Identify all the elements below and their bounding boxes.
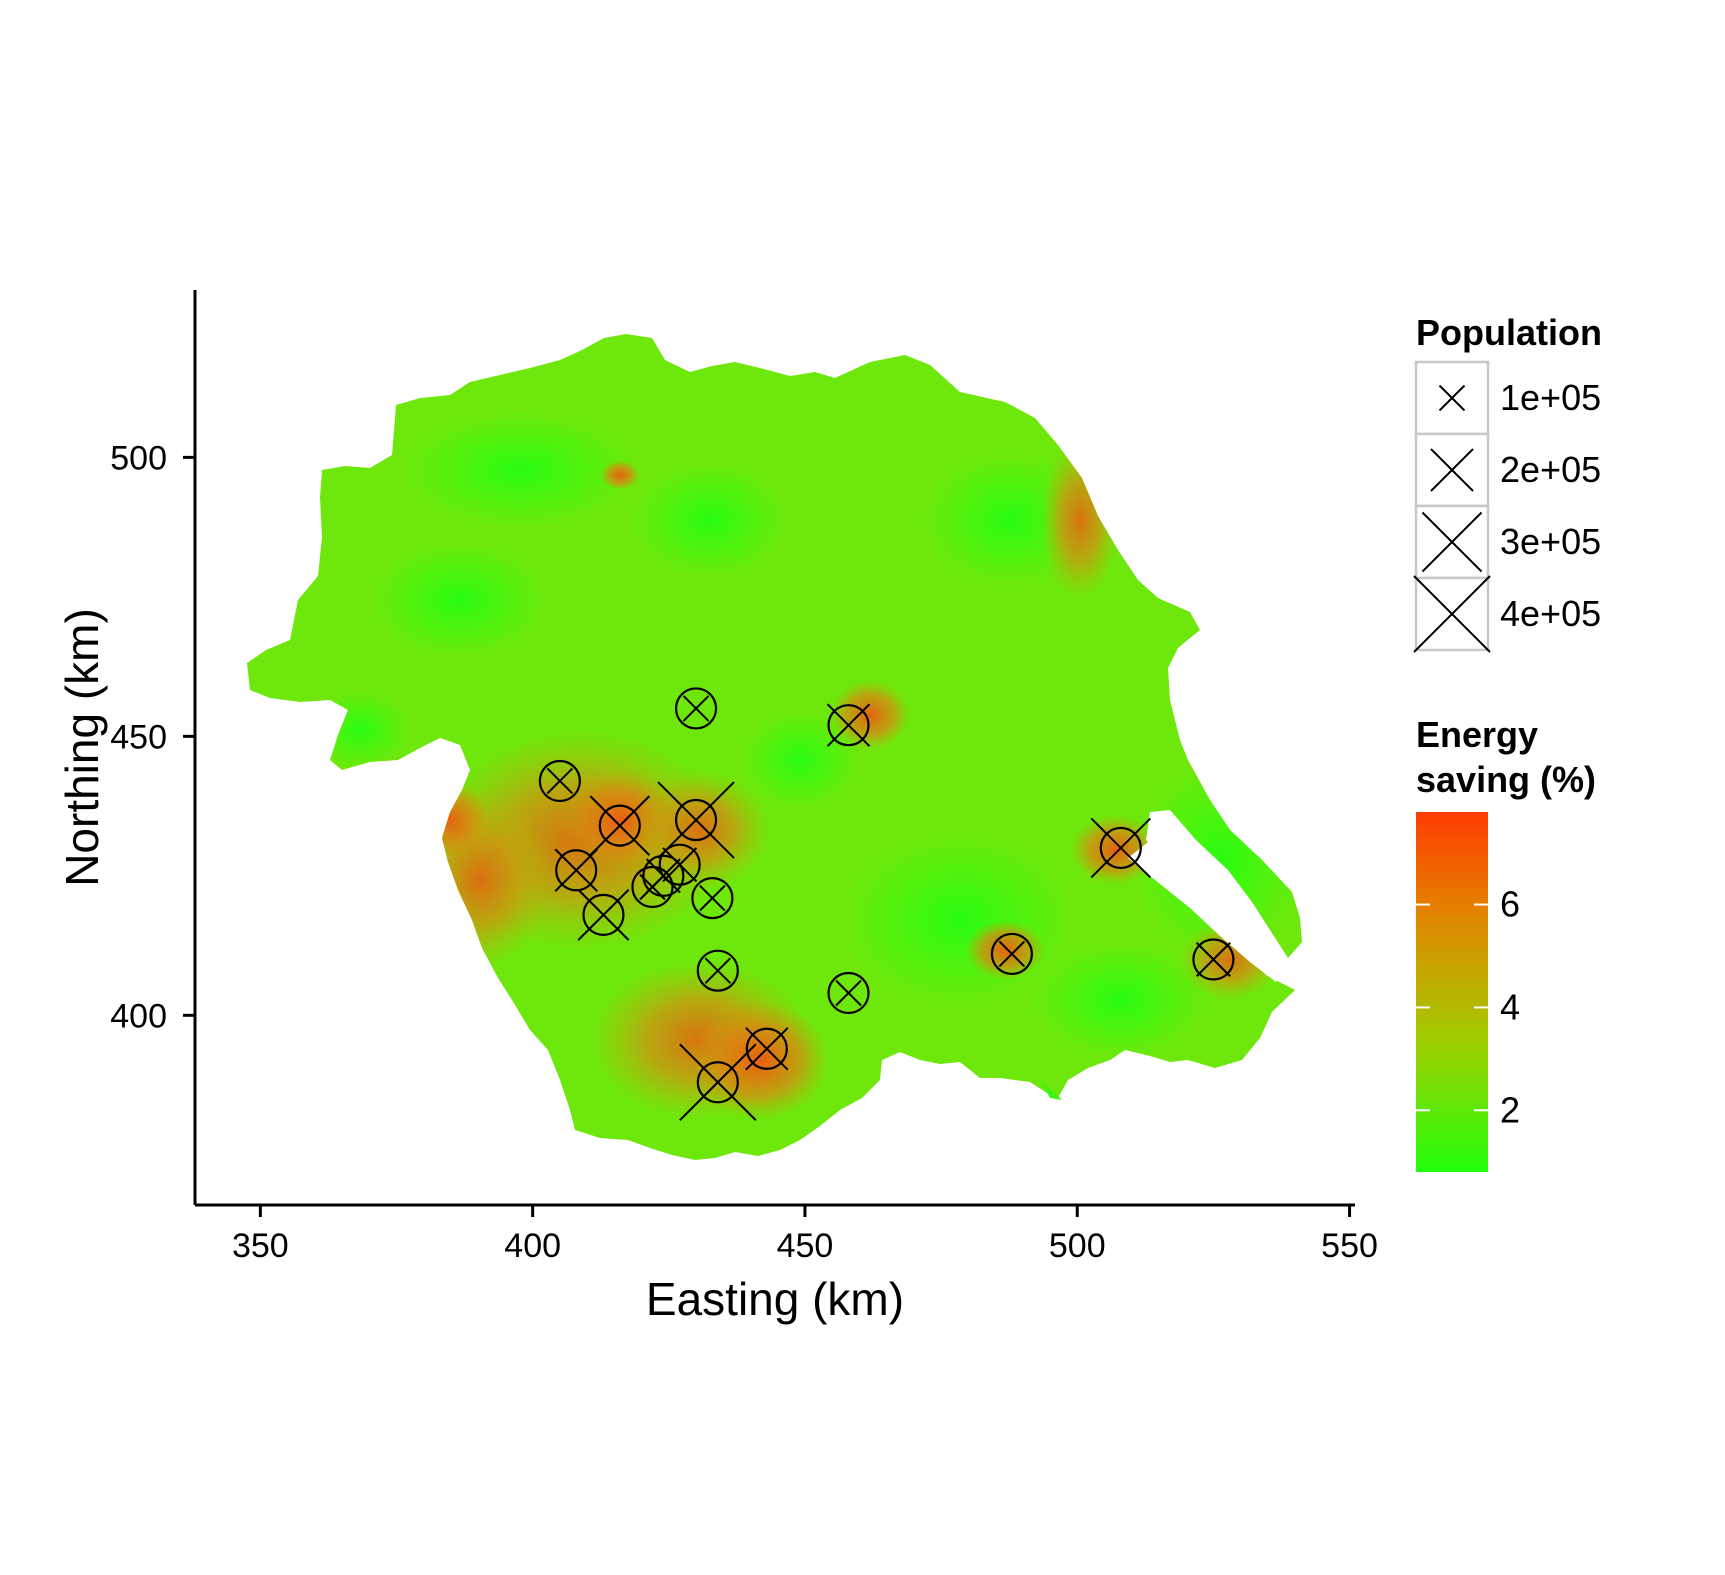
point-circle [582,893,625,936]
population-point [554,848,598,892]
point-circle [745,1027,788,1070]
population-point [1090,817,1152,879]
population-point [826,703,871,747]
x-axis-ticks: 350 400 450 500 550 [232,1205,1378,1265]
population-point [538,759,581,803]
y-tick-label: 500 [110,439,167,477]
point-cross [639,873,666,901]
point-cross [546,767,574,795]
x-tick-label: 550 [1321,1227,1378,1265]
point-cross [682,695,710,722]
population-point [745,1027,789,1071]
map-shading-area [630,770,770,890]
energy-legend-label: 6 [1500,884,1520,925]
point-cross [745,1027,789,1071]
point-cross [998,940,1026,968]
point-circle [827,704,870,747]
x-tick-label: 500 [1049,1227,1106,1265]
energy-colorbar [1416,812,1488,1172]
point-circle [674,798,718,842]
point-cross [704,957,732,984]
point-circle [642,854,685,897]
point-cross [577,888,630,941]
point-circle [658,843,701,886]
map-shading-area [400,410,640,530]
point-circle [674,687,718,730]
population-point [1192,938,1235,981]
x-axis-title: Easting (km) [646,1273,904,1325]
map-shading-area [370,540,550,660]
population-legend-cross [1413,575,1491,653]
population-legend-label: 4e+05 [1500,593,1601,634]
map-shading-area [310,690,410,770]
population-point [577,888,630,941]
point-circle [631,865,674,909]
point-cross [679,1043,757,1121]
point-circle [538,759,581,803]
choropleth-map [247,334,1302,1160]
population-legend-title: Population [1416,312,1602,353]
point-cross [589,795,650,856]
population-point [691,877,734,920]
y-tick-label: 400 [110,997,167,1035]
point-cross [657,781,735,859]
population-points [538,687,1235,1121]
y-axis-title: Northing (km) [56,608,108,887]
population-legend-label: 1e+05 [1500,377,1601,418]
map-shading-area [410,780,490,860]
map-shading-area [1030,940,1210,1060]
map-shading-area [830,680,910,750]
map-shading-area [965,920,1045,980]
energy-legend-label: 2 [1500,1089,1520,1130]
population-point [631,865,674,909]
point-cross [699,884,726,912]
population-point [827,971,870,1015]
energy-legend: Energy saving (%) 2 4 6 [1416,714,1596,1172]
population-point [657,781,735,859]
x-tick-label: 350 [232,1227,289,1265]
x-tick-label: 450 [777,1227,834,1265]
population-point [990,932,1034,976]
population-legend-cross [1430,448,1474,492]
point-circle [691,877,734,920]
population-legend-label: 2e+05 [1500,449,1601,490]
humber-estuary-land [1040,1080,1062,1100]
energy-legend-ticks: 2 4 6 [1416,884,1520,1130]
population-point [674,687,718,730]
energy-legend-label: 4 [1500,986,1520,1027]
point-cross [826,703,871,747]
point-circle [1192,938,1235,981]
population-legend-cross [1438,384,1466,412]
population-legend-label: 3e+05 [1500,521,1601,562]
point-circle [696,949,739,992]
axes: 350 400 450 500 550 400 450 500 Easting (km) N… [56,290,1378,1325]
population-point [696,949,739,992]
energy-legend-title-line1: Energy [1416,714,1538,755]
point-circle [555,849,598,892]
energy-legend-title-line2: saving (%) [1416,759,1596,800]
population-legend-keys: 1e+05 2e+05 3e+05 4e+05 [1413,360,1601,653]
population-point [589,795,650,856]
point-circle [598,804,641,847]
population-legend-cross [1421,511,1483,573]
population-legend: Population 1e+05 2e+05 3e+05 4e+05 [1413,312,1602,653]
y-tick-label: 450 [110,718,167,756]
x-tick-label: 400 [504,1227,561,1265]
map-shading-area [600,460,640,490]
point-cross [1195,942,1231,977]
population-point [679,1043,757,1121]
point-circle [827,971,870,1015]
humber-estuary [1128,842,1282,982]
point-cross [554,848,598,892]
map-shading-area [630,460,790,580]
point-circle [696,1061,739,1104]
point-circle [990,932,1034,976]
point-cross [835,979,862,1007]
point-circle [1099,826,1142,870]
point-cross [1090,817,1152,879]
map-shading-area [1040,440,1120,600]
y-axis-ticks: 400 450 500 [110,439,195,1035]
